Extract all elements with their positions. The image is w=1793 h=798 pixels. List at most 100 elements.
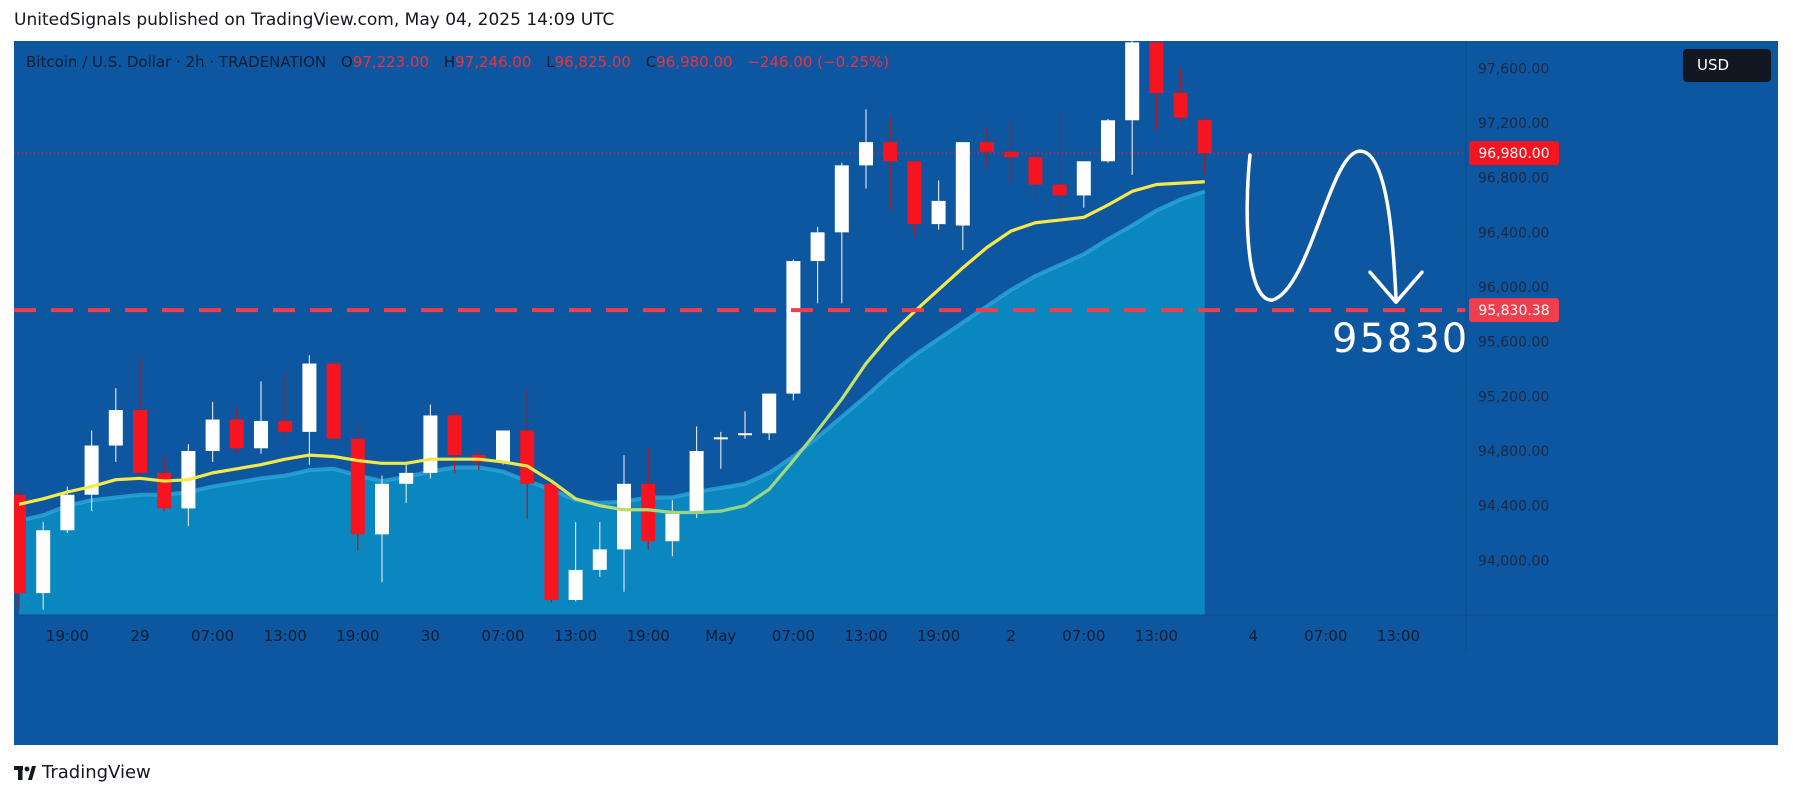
- forecast-arrow-head: [1368, 270, 1424, 304]
- candle-body: [326, 363, 341, 439]
- open-value: 97,223.00: [352, 53, 430, 71]
- candle-body: [302, 363, 317, 432]
- brand-name: TradingView: [42, 762, 151, 783]
- candle-body: [617, 483, 631, 550]
- candle-body: [157, 472, 172, 509]
- y-tick-label: 96,400.00: [1478, 225, 1549, 241]
- x-tick-label: 13:00: [554, 627, 597, 645]
- candle-body: [1197, 119, 1212, 154]
- currency-button[interactable]: USD: [1683, 49, 1771, 82]
- candle-body: [133, 410, 147, 473]
- candle-body: [423, 415, 438, 473]
- forecast-curve: [1245, 149, 1398, 302]
- candle-body: [859, 142, 873, 166]
- candle-body: [738, 433, 752, 436]
- candle-body: [980, 142, 994, 152]
- candle-body: [883, 142, 898, 162]
- close-label: C: [645, 53, 657, 71]
- x-tick-label: 4: [1248, 627, 1258, 645]
- axes: 94,000.00 94,400.00 94,800.00 95,200.00 95,6…: [14, 41, 1778, 651]
- area-series: [19, 191, 1205, 615]
- series-group: [14, 41, 1466, 615]
- y-tick-label: 97,600.00: [1478, 61, 1549, 77]
- candle-body: [84, 445, 99, 495]
- candle-body: [1101, 120, 1115, 162]
- x-tick-label: 13:00: [1135, 627, 1178, 645]
- candle-body: [568, 569, 583, 600]
- open-label: O: [340, 53, 353, 71]
- candle-body: [713, 437, 728, 440]
- candle-body: [641, 483, 656, 542]
- x-tick-label: 2: [1006, 627, 1016, 645]
- candle-body: [1004, 151, 1019, 158]
- close-value: 96,980.00: [656, 53, 733, 71]
- chart-frame[interactable]: 95830 94,000.00 94,400.00 94,800.00 95,200.…: [14, 41, 1778, 745]
- candle-body: [665, 513, 680, 542]
- x-tick-label: 13:00: [844, 627, 887, 645]
- footer-brand[interactable]: TradingView: [14, 762, 151, 783]
- target-price-tag: 95,830.38: [1469, 298, 1559, 323]
- candle-body: [592, 549, 607, 570]
- y-tick-label: 96,800.00: [1478, 171, 1549, 187]
- candle-body: [834, 165, 849, 233]
- chart-canvas[interactable]: 95830 94,000.00 94,400.00 94,800.00 95,200.…: [14, 41, 1778, 745]
- tradingview-logo-icon: [14, 765, 36, 780]
- last-price-tag-bg: [1469, 141, 1559, 166]
- candle-body: [350, 438, 365, 535]
- last-price-tag: 96,980.00: [1469, 141, 1559, 166]
- candle-body: [14, 494, 26, 594]
- x-tick-label: 19:00: [627, 627, 670, 645]
- high-value: 97,246.00: [455, 53, 532, 71]
- y-tick-label: 95,600.00: [1478, 335, 1549, 351]
- y-tick-label: 94,400.00: [1478, 499, 1549, 515]
- symbol-name[interactable]: Bitcoin / U.S. Dollar · 2h · TRADENATION: [26, 53, 327, 71]
- x-tick-label: May: [705, 627, 736, 645]
- high-label: H: [443, 53, 456, 71]
- candle-body: [36, 530, 51, 594]
- y-tick-label: 97,200.00: [1478, 116, 1549, 132]
- y-tick-label: 94,800.00: [1478, 444, 1549, 460]
- y-tick-label: 96,000.00: [1478, 280, 1549, 296]
- x-tick-label: 07:00: [1062, 627, 1105, 645]
- candle-body: [907, 161, 922, 225]
- candle-body: [108, 410, 123, 446]
- candle-body: [1076, 161, 1091, 196]
- x-tick-label: 13:00: [264, 627, 307, 645]
- candle-body: [955, 142, 970, 226]
- ohlc-legend: Bitcoin / U.S. Dollar · 2h · TRADENATION…: [26, 53, 889, 71]
- candle-body: [447, 415, 462, 456]
- candle-body: [1149, 42, 1164, 93]
- candle-body: [375, 483, 389, 535]
- candle-body: [399, 472, 414, 484]
- x-tick-label: 07:00: [191, 627, 234, 645]
- publisher-line: UnitedSignals published on TradingView.c…: [14, 10, 615, 30]
- plot-area: 95830: [14, 41, 1467, 615]
- last-price-tag-text: 96,980.00: [1478, 146, 1549, 162]
- x-tick-label: 07:00: [1304, 627, 1347, 645]
- candle-body: [229, 419, 244, 449]
- area-series-edge: [18, 189, 1206, 523]
- candle-body: [520, 430, 535, 484]
- candle-body: [689, 451, 704, 514]
- x-tick-label: 19:00: [336, 627, 379, 645]
- x-tick-label: 13:00: [1377, 627, 1420, 645]
- low-value: 96,825.00: [554, 53, 631, 71]
- target-price-tag-text: 95,830.38: [1478, 303, 1549, 319]
- candle-body: [1125, 42, 1140, 121]
- y-tick-label: 94,000.00: [1478, 553, 1549, 569]
- x-tick-label: 30: [421, 627, 440, 645]
- x-tick-label: 07:00: [772, 627, 815, 645]
- ema-line: [18, 180, 1205, 515]
- candle-body: [786, 261, 801, 394]
- x-tick-label: 19:00: [46, 627, 89, 645]
- y-tick-label: 95,200.00: [1478, 389, 1549, 405]
- x-tick-label: 19:00: [917, 627, 960, 645]
- candle-body: [1052, 184, 1067, 196]
- candle-body: [1173, 92, 1188, 118]
- target-price-tag-bg: [1469, 298, 1559, 323]
- candle-body: [1028, 157, 1043, 185]
- x-tick-label: 29: [130, 627, 149, 645]
- x-tick-label: 07:00: [481, 627, 524, 645]
- candle-body: [496, 430, 510, 462]
- candle-body: [544, 483, 559, 600]
